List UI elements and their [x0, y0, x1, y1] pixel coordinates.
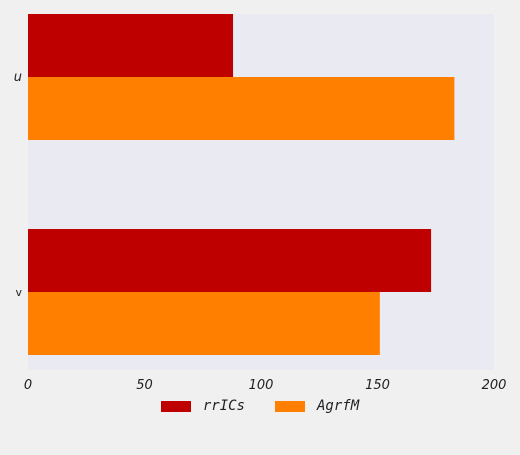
x-tick-label: 150 [365, 378, 390, 393]
x-tick-label: 100 [249, 378, 274, 393]
legend-item-agrfm: AgrfM [275, 398, 359, 414]
y-category-label-v: v [15, 286, 22, 299]
legend-label-agrfm: AgrfM [317, 398, 360, 414]
y-category-label-u: u [14, 70, 22, 85]
bar-rrics-u [28, 14, 234, 77]
legend-label-rrics: rrICs [202, 398, 245, 414]
bar-agrfm-v [28, 292, 380, 355]
legend: rrICs AgrfM [0, 398, 520, 414]
x-tick-label: 0 [24, 378, 32, 393]
bar-rrics-v [28, 229, 432, 292]
x-tick-label: 50 [136, 378, 153, 393]
bars-group [28, 14, 455, 355]
legend-swatch-rrics [160, 400, 191, 412]
legend-item-rrics: rrICs [160, 398, 245, 414]
legend-swatch-agrfm [275, 400, 305, 412]
x-axis-ticks: 0 50 100 150 200 [24, 378, 507, 393]
x-tick-label: 200 [482, 378, 507, 393]
bar-agrfm-u [28, 77, 455, 140]
y-axis-categories: uv [14, 70, 23, 299]
